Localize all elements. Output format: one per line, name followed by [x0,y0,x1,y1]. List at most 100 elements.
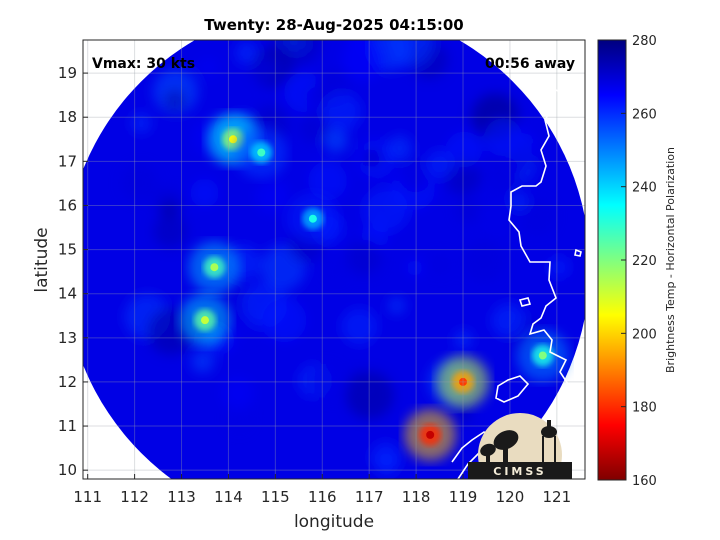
texture-blob [463,240,505,282]
texture-blob [308,363,345,400]
texture-blob [235,41,258,65]
cold-feature-core [459,377,468,386]
grid [83,40,585,479]
logo-text: CIMSS [493,465,546,478]
colorbar-ticks: 160 180 200 220 240 260 280 [621,34,657,489]
texture-blob [323,128,348,153]
colorbar-tick-label: 220 [632,254,657,269]
texture-blob [453,330,473,349]
plot-frame [82,39,586,480]
texture-blob [520,199,555,234]
y-tick-label: 15 [58,241,77,259]
texture-blob [388,40,435,67]
cold-feature-core [308,214,317,223]
colorbar-tick-label: 160 [632,474,657,489]
texture-blob [400,468,435,479]
texture-blob [446,131,482,168]
x-tick-label: 117 [355,488,384,506]
y-tick-label: 12 [58,373,77,391]
texture-blob [160,200,179,219]
colorbar-tick-label: 240 [632,181,657,196]
texture-blob [456,198,481,223]
texture-blob [478,196,520,238]
texture-blob [388,297,405,314]
cold-feature-core [257,148,266,157]
texture-blob [406,259,424,277]
x-tick-label: 116 [308,488,337,506]
coastline-luzon [508,92,585,387]
cold-feature-core [229,135,238,144]
texture-blob [323,259,348,284]
texture-blob [197,56,219,79]
chart-title: Twenty: 28-Aug-2025 04:15:00 [204,16,463,34]
colorbar-tick-label: 200 [632,327,657,342]
texture-blob [363,187,409,233]
y-tick-label: 10 [58,461,77,479]
y-axis-label: latitude [32,227,52,292]
texture-blob [425,149,455,179]
texture-blob [400,162,431,193]
time-away-annotation: 00:56 away [485,56,575,72]
y-tick-label: 17 [58,152,77,170]
logo-tower-icon [541,420,557,462]
y-ticks: 10 11 12 13 14 15 16 17 18 19 [58,64,88,479]
texture-blob [547,255,571,279]
texture-blob [308,161,348,201]
texture-blob [190,178,219,208]
texture-blob [255,179,290,214]
x-tick-label: 120 [496,488,525,506]
swath [83,40,585,479]
texture-blob [190,349,215,374]
x-axis-label: longitude [294,512,374,532]
logo-band [468,462,572,479]
x-tick-label: 113 [167,488,196,506]
cold-feature-core [538,351,547,360]
texture-blob [346,239,382,276]
texture-blob [232,319,256,344]
texture-blob [163,89,187,112]
y-tick-label: 18 [58,108,77,126]
x-tick-label: 112 [120,488,149,506]
x-tick-label: 115 [261,488,290,506]
cimss-logo: CIMSS [468,413,572,479]
texture-blob [386,135,413,162]
x-tick-label: 121 [543,488,572,506]
colorbar-tick-label: 260 [632,107,657,122]
coastline-islet-2 [574,248,582,257]
texture-blob [227,408,252,433]
x-ticks: 111 112 113 114 115 116 117 118 119 120 121 [73,474,571,506]
vmax-annotation: Vmax: 30 kts [92,56,195,72]
texture-blob [491,303,526,338]
texture-blob [454,405,473,423]
texture-blob [262,298,307,343]
colorbar-label: Brightness Temp - Horizontal Polarizatio… [664,147,677,373]
x-tick-label: 111 [73,488,102,506]
y-tick-label: 19 [58,64,77,82]
texture-blob [363,149,382,167]
texture-blob [321,91,362,131]
logo-dish-icon [480,430,519,464]
y-tick-label: 16 [58,196,77,214]
texture-blob [131,112,152,134]
y-tick-label: 14 [58,285,77,303]
texture-blob [444,158,482,195]
colorbar-tick-label: 280 [632,34,657,49]
texture-blob [340,308,378,345]
x-tick-label: 118 [402,488,431,506]
cold-features [178,113,569,461]
texture-blob [298,113,329,143]
cold-feature-core [210,263,219,272]
x-tick-label: 119 [449,488,478,506]
coastline-mindoro [495,375,530,403]
texture-blob [341,40,385,81]
texture-blob [121,164,158,201]
y-tick-label: 13 [58,329,77,347]
coastline-islet-1 [518,297,532,307]
texture-blob [221,377,254,410]
x-tick-label: 114 [214,488,243,506]
texture-blob [370,441,401,473]
texture-blob [484,118,523,157]
texture-blob [348,371,369,391]
cold-feature-core [200,316,209,325]
